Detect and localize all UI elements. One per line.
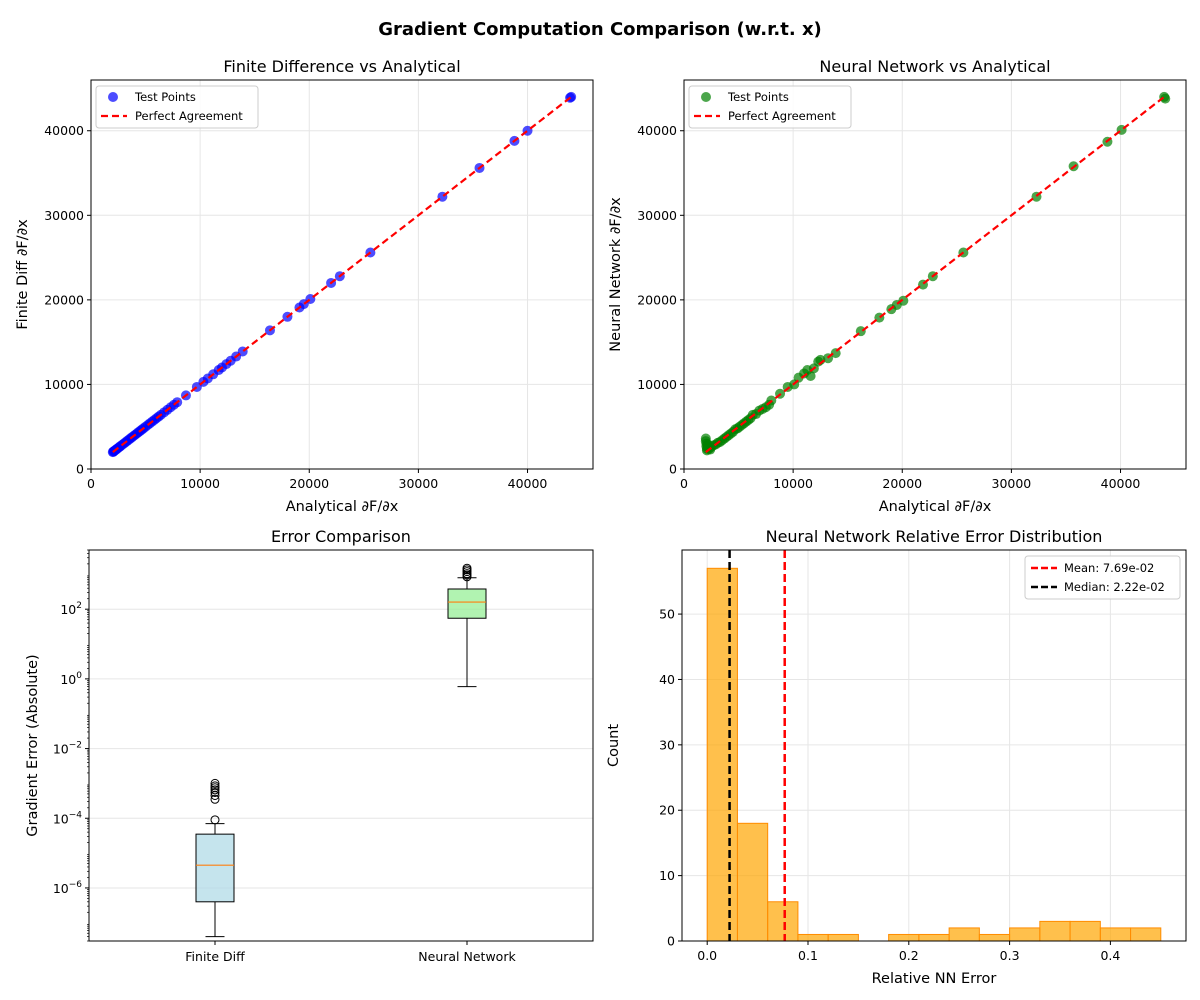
x-axis-label: Analytical ∂F/∂x — [286, 499, 399, 515]
legend-box — [95, 85, 259, 129]
histogram-bar — [948, 927, 980, 942]
legend-box — [1024, 555, 1181, 600]
box-flier — [462, 563, 472, 573]
legend-label-median: Median: 2.22e-02 — [1064, 580, 1165, 594]
axes-frame — [90, 79, 594, 470]
y-tick-label: 30000 — [44, 208, 84, 223]
box-flier — [210, 785, 220, 795]
x-tick-label: 10000 — [180, 476, 220, 491]
box-flier — [210, 815, 220, 825]
y-tick-label: 10−4 — [53, 810, 82, 826]
y-axis-label: Finite Diff ∂F/∂x — [15, 219, 31, 330]
panel-title: Error Comparison — [271, 527, 411, 546]
y-tick-label: 0 — [669, 462, 677, 477]
x-tick-label: 40000 — [508, 476, 548, 491]
y-axis-label: Count — [606, 724, 622, 767]
axes-frame — [88, 549, 594, 942]
data-point — [1160, 93, 1171, 104]
y-tick-label: 0 — [76, 462, 84, 477]
histogram-bar — [1099, 927, 1132, 942]
histogram-bar — [767, 901, 799, 942]
data-point — [805, 370, 816, 381]
y-tick-label: 102 — [60, 601, 82, 617]
x-tick-label: 0.3 — [1000, 948, 1020, 963]
x-tick-label: Finite Diff — [185, 949, 245, 964]
y-axis-label: Gradient Error (Absolute) — [25, 654, 41, 836]
histogram-bar — [1039, 920, 1071, 942]
legend-label-perfect-agreement: Perfect Agreement — [135, 109, 243, 123]
panel-title: Neural Network vs Analytical — [819, 57, 1050, 76]
histogram-bar — [827, 933, 859, 942]
x-tick-label: 0.0 — [697, 948, 717, 963]
y-tick-label: 50 — [659, 607, 675, 622]
histogram-bar — [1130, 927, 1162, 942]
legend-label-test-points: Test Points — [134, 90, 196, 104]
box-flier — [210, 787, 220, 797]
legend-label-test-points: Test Points — [727, 90, 789, 104]
x-tick-label: 0.4 — [1100, 948, 1120, 963]
y-tick-label: 0 — [667, 934, 675, 949]
box-flier — [210, 781, 220, 791]
x-tick-label: 0 — [680, 476, 688, 491]
x-tick-label: 20000 — [289, 476, 329, 491]
box-flier — [210, 794, 220, 804]
y-tick-label: 20000 — [44, 292, 84, 307]
histogram-bar — [797, 933, 829, 942]
histogram-bar — [1069, 920, 1101, 942]
panel-finite-difference-scatter: Finite Difference vs Analytical Analytica… — [15, 57, 594, 515]
box-iqr — [195, 833, 235, 903]
y-tick-label: 20000 — [637, 292, 677, 307]
y-tick-label: 30 — [659, 737, 675, 752]
x-tick-label: 30000 — [399, 476, 439, 491]
legend-marker-test-points — [701, 92, 711, 102]
y-tick-label: 10−2 — [53, 741, 82, 757]
histogram-bar — [978, 933, 1011, 942]
x-tick-label: 0 — [87, 476, 95, 491]
legend-box — [688, 85, 852, 129]
panel-title: Neural Network Relative Error Distributi… — [766, 527, 1103, 546]
box-iqr — [447, 588, 487, 619]
histogram-bar — [706, 567, 738, 942]
y-tick-label: 40 — [659, 672, 675, 687]
x-tick-label: Neural Network — [418, 949, 516, 964]
axes-frame — [681, 549, 1187, 942]
y-tick-label: 30000 — [637, 208, 677, 223]
histogram-bar — [1009, 927, 1041, 942]
panel-relative-error-histogram: Neural Network Relative Error Distributi… — [606, 527, 1187, 987]
y-tick-label: 40000 — [637, 123, 677, 138]
x-tick-label: 30000 — [992, 476, 1032, 491]
figure-suptitle: Gradient Computation Comparison (w.r.t. … — [378, 19, 822, 40]
x-axis-label: Analytical ∂F/∂x — [879, 499, 992, 515]
y-tick-label: 10 — [659, 868, 675, 883]
y-tick-label: 20 — [659, 803, 675, 818]
perfect-agreement-line — [705, 96, 1165, 453]
x-tick-label: 40000 — [1101, 476, 1141, 491]
histogram-bar — [736, 822, 769, 942]
panel-neural-network-scatter: Neural Network vs Analytical Analytical ∂… — [608, 57, 1187, 515]
x-tick-label: 0.1 — [798, 948, 818, 963]
x-tick-label: 10000 — [773, 476, 813, 491]
box-flier — [210, 778, 220, 788]
histogram-bar — [888, 933, 920, 942]
legend-label-perfect-agreement: Perfect Agreement — [728, 109, 836, 123]
x-axis-label: Relative NN Error — [872, 971, 997, 987]
y-tick-label: 10000 — [637, 377, 677, 392]
y-axis-label: Neural Network ∂F/∂x — [608, 197, 624, 352]
panel-error-comparison-boxplot: Error Comparison Gradient Error (Absolute… — [25, 527, 594, 964]
x-tick-label: 0.2 — [899, 948, 919, 963]
y-tick-label: 10000 — [44, 377, 84, 392]
axes-frame — [683, 79, 1187, 470]
x-tick-label: 20000 — [882, 476, 922, 491]
histogram-bar — [918, 933, 950, 942]
perfect-agreement-line — [112, 96, 572, 453]
y-tick-label: 40000 — [44, 123, 84, 138]
data-point — [898, 295, 909, 306]
legend-marker-test-points — [108, 92, 118, 102]
legend-label-mean: Mean: 7.69e-02 — [1064, 561, 1154, 575]
y-tick-label: 100 — [60, 671, 82, 687]
y-tick-label: 10−6 — [53, 880, 82, 896]
panel-title: Finite Difference vs Analytical — [223, 57, 460, 76]
